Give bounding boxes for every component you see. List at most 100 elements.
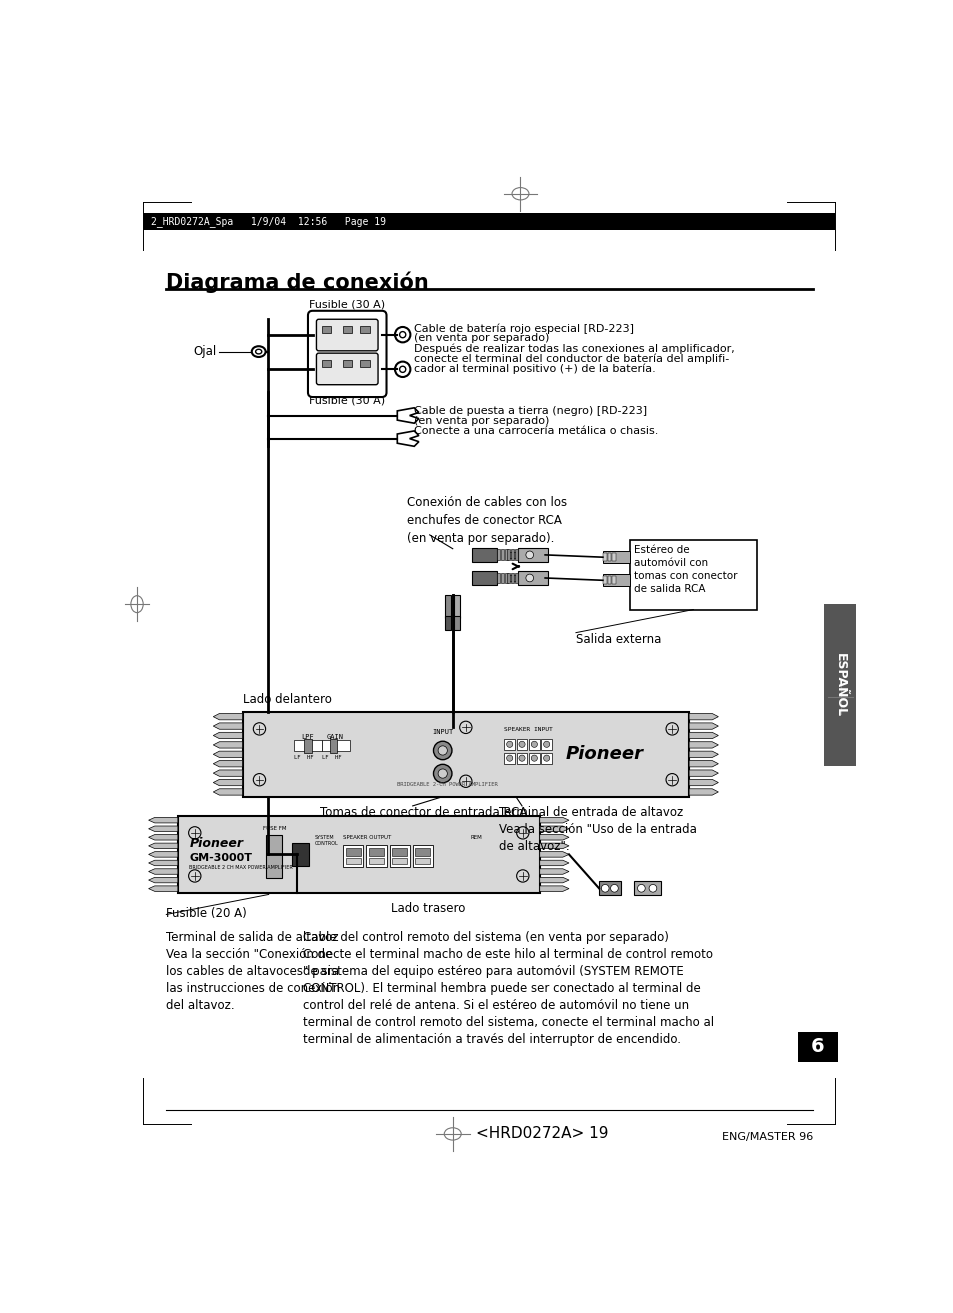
Polygon shape xyxy=(688,780,718,785)
Bar xyxy=(612,553,616,561)
Bar xyxy=(497,572,500,583)
Text: SPEAKER INPUT: SPEAKER INPUT xyxy=(504,727,553,733)
Text: 6: 6 xyxy=(810,1037,823,1057)
Polygon shape xyxy=(149,869,177,874)
Polygon shape xyxy=(213,723,242,729)
Bar xyxy=(500,572,504,583)
Text: LF  HF: LF HF xyxy=(321,755,341,760)
Polygon shape xyxy=(688,760,718,767)
Bar xyxy=(540,752,552,764)
Text: Conecte a una carrocería metálica o chasis.: Conecte a una carrocería metálica o chas… xyxy=(414,427,658,436)
Circle shape xyxy=(518,742,524,747)
Bar xyxy=(612,576,616,584)
Bar xyxy=(360,360,369,368)
Bar xyxy=(329,739,336,752)
Bar xyxy=(360,326,369,334)
Circle shape xyxy=(433,742,452,760)
Text: Terminal de salida de altavoz
Vea la sección "Conexión de
los cables de altavoce: Terminal de salida de altavoz Vea la sec… xyxy=(166,931,340,1012)
Text: cador al terminal positivo (+) de la batería.: cador al terminal positivo (+) de la bat… xyxy=(414,364,656,374)
Bar xyxy=(342,360,352,368)
Bar xyxy=(342,326,352,334)
Bar xyxy=(143,213,834,230)
Text: BRIDGEABLE 2-CH POWER AMPLIFIER: BRIDGEABLE 2-CH POWER AMPLIFIER xyxy=(396,783,497,788)
Polygon shape xyxy=(539,886,568,892)
Bar xyxy=(517,548,547,562)
Circle shape xyxy=(253,722,265,735)
Bar xyxy=(629,540,756,609)
Polygon shape xyxy=(539,835,568,840)
Polygon shape xyxy=(149,826,177,831)
Bar xyxy=(415,859,430,864)
Text: GAIN: GAIN xyxy=(326,734,343,739)
Circle shape xyxy=(506,742,513,747)
Polygon shape xyxy=(688,742,718,748)
Polygon shape xyxy=(539,826,568,831)
Bar xyxy=(504,739,515,750)
Circle shape xyxy=(433,764,452,783)
Bar xyxy=(602,553,606,561)
Polygon shape xyxy=(539,818,568,823)
Bar xyxy=(444,595,451,618)
Bar xyxy=(633,881,659,895)
FancyBboxPatch shape xyxy=(308,311,386,397)
Text: Pioneer: Pioneer xyxy=(190,838,243,851)
Polygon shape xyxy=(213,751,242,758)
Bar xyxy=(294,741,321,751)
Text: Pioneer: Pioneer xyxy=(565,746,643,763)
Bar xyxy=(598,881,620,895)
Polygon shape xyxy=(539,869,568,874)
Polygon shape xyxy=(539,843,568,848)
Text: ENG/MASTER 96: ENG/MASTER 96 xyxy=(721,1132,812,1141)
FancyBboxPatch shape xyxy=(316,319,377,351)
Text: INPUT: INPUT xyxy=(432,729,453,735)
Text: <HRD0272A> 19: <HRD0272A> 19 xyxy=(476,1127,608,1141)
Text: Cable del control remoto del sistema (en venta por separado)
Conecte el terminal: Cable del control remoto del sistema (en… xyxy=(302,931,713,1046)
Polygon shape xyxy=(539,852,568,857)
FancyBboxPatch shape xyxy=(316,353,377,385)
Bar xyxy=(504,572,508,583)
Circle shape xyxy=(610,885,618,892)
Polygon shape xyxy=(213,713,242,720)
Polygon shape xyxy=(213,733,242,739)
Bar xyxy=(607,576,611,584)
Bar xyxy=(321,360,331,368)
Bar xyxy=(444,617,451,630)
Bar xyxy=(517,571,547,584)
Text: Diagrama de conexión: Diagrama de conexión xyxy=(166,272,429,293)
Circle shape xyxy=(525,574,533,582)
Text: LF  HF: LF HF xyxy=(294,755,314,760)
Circle shape xyxy=(665,722,678,735)
Text: LPF: LPF xyxy=(301,734,314,739)
Circle shape xyxy=(531,755,537,762)
Text: Fusible (30 A): Fusible (30 A) xyxy=(309,395,385,406)
Bar xyxy=(454,595,460,618)
Circle shape xyxy=(506,755,513,762)
Circle shape xyxy=(543,742,549,747)
Bar xyxy=(602,576,606,584)
Bar xyxy=(511,572,514,583)
Circle shape xyxy=(253,773,265,786)
Bar xyxy=(528,739,539,750)
Text: Tomas de conector de entrada RCA: Tomas de conector de entrada RCA xyxy=(320,806,527,819)
Polygon shape xyxy=(688,769,718,776)
Bar xyxy=(389,846,409,867)
Bar xyxy=(454,617,460,630)
Text: Lado trasero: Lado trasero xyxy=(391,902,465,915)
Bar xyxy=(602,574,629,587)
Bar xyxy=(500,549,504,561)
Text: Fusible (20 A): Fusible (20 A) xyxy=(166,907,247,920)
Polygon shape xyxy=(149,843,177,848)
Polygon shape xyxy=(396,408,418,423)
Text: (en venta por separado): (en venta por separado) xyxy=(414,416,549,427)
Text: conecte el terminal del conductor de batería del amplifi-: conecte el terminal del conductor de bat… xyxy=(414,353,729,364)
Circle shape xyxy=(437,769,447,779)
Polygon shape xyxy=(688,713,718,720)
Text: Fusible (30 A): Fusible (30 A) xyxy=(309,299,385,310)
Bar xyxy=(345,848,361,856)
Polygon shape xyxy=(213,760,242,767)
Bar xyxy=(392,859,407,864)
Polygon shape xyxy=(149,886,177,892)
Bar xyxy=(497,549,500,561)
Bar xyxy=(321,326,331,334)
Polygon shape xyxy=(149,877,177,882)
